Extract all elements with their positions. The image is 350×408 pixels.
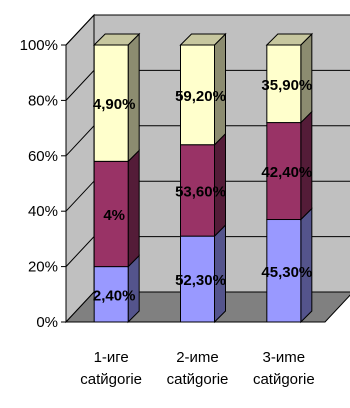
bar-front	[266, 219, 302, 323]
data-label: 4,90%	[93, 96, 136, 113]
data-label: 4%	[103, 207, 125, 224]
y-tick-label: 40%	[28, 203, 58, 220]
data-labels: 2,40% 4% 4,90% 52,30% 53,60% 59,20% 45,30% 42,4…	[93, 77, 312, 305]
y-tick-label: 0%	[36, 314, 58, 331]
bar-segment	[265, 32, 314, 124]
data-label: 35,90%	[261, 77, 312, 94]
bar-segment	[266, 207, 313, 324]
side-wall	[65, 13, 95, 324]
y-tick-label: 20%	[28, 259, 58, 276]
gridline	[65, 14, 350, 46]
bar-segment	[93, 149, 140, 268]
bar-front	[93, 266, 129, 323]
data-label: 52,30%	[175, 272, 226, 289]
bar-front	[180, 44, 215, 146]
data-label: 45,30%	[261, 264, 312, 281]
bar-front	[266, 122, 302, 221]
bar-front	[180, 235, 215, 323]
data-label: 53,60%	[175, 183, 226, 200]
bar-segment	[179, 32, 227, 146]
bar-front	[266, 44, 302, 124]
data-label: 2,40%	[93, 287, 136, 304]
bar-front	[93, 44, 129, 162]
bar-segment	[93, 254, 140, 324]
category-label: 2-иme catйgorie	[167, 349, 229, 388]
y-tick-label: 80%	[28, 92, 58, 109]
data-label: 59,20%	[175, 88, 226, 105]
data-label: 42,40%	[261, 164, 312, 181]
bar-segment	[180, 223, 226, 324]
bar-segment	[180, 132, 226, 238]
axes: 0% 20% 40% 60% 80% 100% 1-иге catйgorie 2-иme cat…	[20, 37, 315, 388]
bar-segment	[266, 110, 313, 221]
y-tick-label: 60%	[28, 148, 58, 165]
bar-segment	[92, 32, 141, 163]
bars	[92, 32, 314, 324]
category-label: 1-иге catйgorie	[80, 349, 142, 388]
bar-side	[127, 149, 140, 268]
bar-front	[93, 160, 129, 268]
category-label: 3-иme catйgorie	[253, 349, 315, 388]
y-tick-label: 100%	[20, 37, 58, 54]
